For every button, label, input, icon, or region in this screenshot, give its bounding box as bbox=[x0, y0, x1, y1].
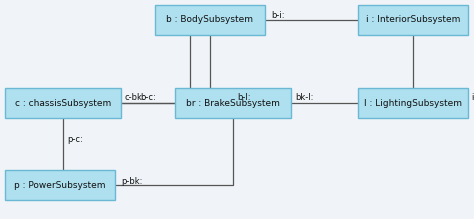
Text: i-l:: i-l: bbox=[471, 92, 474, 101]
Bar bbox=[5, 88, 121, 118]
Bar bbox=[358, 88, 468, 118]
Bar bbox=[358, 5, 468, 35]
Text: b-c:: b-c: bbox=[140, 92, 156, 101]
Bar bbox=[155, 5, 265, 35]
Text: l : LightingSubsystem: l : LightingSubsystem bbox=[364, 99, 462, 108]
Text: b-l:: b-l: bbox=[237, 94, 250, 102]
Text: p-bk:: p-bk: bbox=[121, 177, 142, 185]
Bar bbox=[175, 88, 291, 118]
Text: br : BrakeSubsystem: br : BrakeSubsystem bbox=[186, 99, 280, 108]
Text: c : chassisSubsystem: c : chassisSubsystem bbox=[15, 99, 111, 108]
Text: p : PowerSubsystem: p : PowerSubsystem bbox=[14, 180, 106, 189]
Bar bbox=[5, 170, 115, 200]
Text: p-c:: p-c: bbox=[67, 134, 83, 143]
Text: b-i:: b-i: bbox=[271, 12, 284, 21]
Text: c-bk:: c-bk: bbox=[125, 94, 146, 102]
Text: b : BodySubsystem: b : BodySubsystem bbox=[166, 16, 254, 25]
Text: bk-l:: bk-l: bbox=[295, 94, 313, 102]
Text: i : InteriorSubsystem: i : InteriorSubsystem bbox=[366, 16, 460, 25]
